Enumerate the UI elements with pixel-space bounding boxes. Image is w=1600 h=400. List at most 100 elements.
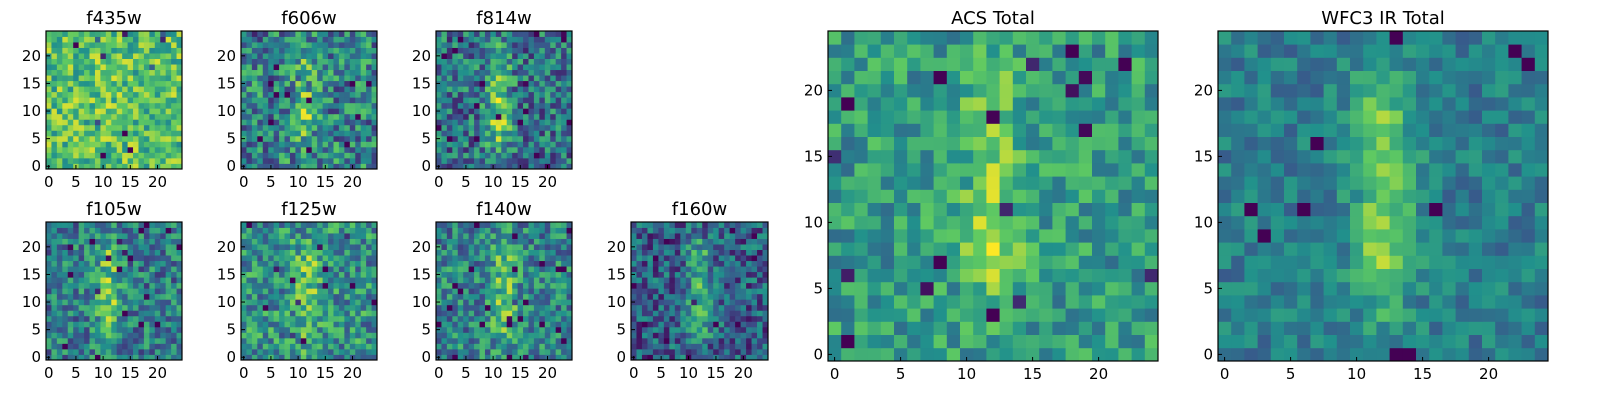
heatmap-cell bbox=[306, 97, 313, 104]
heatmap-cell bbox=[111, 260, 118, 267]
heatmap-cell bbox=[561, 80, 567, 87]
heatmap-cell bbox=[528, 75, 535, 82]
heatmap-cell bbox=[533, 97, 540, 104]
heatmap-cell bbox=[133, 260, 139, 267]
heatmap-cell bbox=[663, 244, 670, 250]
heatmap-cell bbox=[344, 266, 351, 273]
heatmap-cell bbox=[338, 348, 345, 355]
heatmap-cell bbox=[279, 86, 285, 93]
heatmap-cell bbox=[867, 308, 882, 322]
heatmap-cell bbox=[495, 47, 502, 54]
heatmap-cell bbox=[328, 113, 334, 120]
heatmap-cell bbox=[523, 343, 529, 350]
heatmap-cell bbox=[960, 347, 974, 362]
heatmap-cell bbox=[149, 332, 156, 339]
heatmap-cell bbox=[333, 130, 340, 137]
heatmap-cell bbox=[561, 244, 567, 250]
heatmap-cell bbox=[138, 244, 145, 250]
heatmap-cell bbox=[652, 233, 659, 239]
heatmap-cell bbox=[171, 42, 177, 48]
heatmap-cell bbox=[528, 282, 535, 289]
heatmap-cell bbox=[533, 255, 540, 262]
heatmap-cell bbox=[441, 53, 448, 59]
heatmap-cell bbox=[360, 108, 367, 115]
heatmap-cell bbox=[724, 233, 731, 239]
heatmap-cell bbox=[685, 337, 692, 344]
heatmap-cell bbox=[669, 321, 676, 328]
heatmap-cell bbox=[652, 310, 659, 317]
heatmap-cell bbox=[528, 157, 535, 164]
heatmap-cell bbox=[647, 260, 654, 267]
heatmap-cell bbox=[355, 293, 362, 300]
heatmap-cell bbox=[566, 113, 573, 120]
heatmap-cell bbox=[1078, 242, 1093, 256]
heatmap-cell bbox=[746, 304, 752, 311]
heatmap-cell bbox=[349, 326, 356, 333]
heatmap-cell bbox=[154, 244, 161, 250]
heatmap-cell bbox=[474, 53, 480, 59]
heatmap-cell bbox=[702, 260, 709, 267]
heatmap-cell bbox=[317, 288, 323, 295]
heatmap-cell bbox=[122, 348, 128, 355]
heatmap-cell bbox=[300, 36, 307, 43]
heatmap-cell bbox=[960, 149, 974, 164]
heatmap-cell bbox=[171, 130, 177, 137]
heatmap-cell bbox=[1118, 321, 1132, 335]
heatmap-cell bbox=[317, 222, 323, 228]
heatmap-cell bbox=[631, 310, 637, 317]
heatmap-cell bbox=[262, 310, 269, 317]
heatmap-cell bbox=[366, 348, 372, 355]
heatmap-cell bbox=[84, 80, 90, 87]
heatmap-cell bbox=[138, 108, 145, 115]
heatmap-cell bbox=[338, 299, 345, 306]
heatmap-cell bbox=[724, 238, 731, 245]
heatmap-cell bbox=[171, 310, 177, 317]
heatmap-cell bbox=[729, 293, 736, 300]
heatmap-cell bbox=[501, 244, 508, 250]
heatmap-cell bbox=[920, 136, 934, 151]
heatmap-cell bbox=[289, 337, 296, 344]
heatmap-cell bbox=[279, 343, 285, 350]
heatmap-cell bbox=[295, 244, 302, 250]
heatmap-cell bbox=[94, 86, 101, 93]
heatmap-cell bbox=[1039, 334, 1053, 349]
heatmap-cell bbox=[349, 141, 356, 148]
heatmap-cell bbox=[241, 130, 247, 137]
heatmap-cell bbox=[317, 91, 323, 98]
heatmap-cell bbox=[251, 255, 258, 262]
heatmap-cell bbox=[740, 271, 747, 278]
heatmap-cell bbox=[707, 288, 714, 295]
heatmap-cell bbox=[355, 135, 362, 142]
heatmap-cell bbox=[495, 36, 502, 43]
heatmap-cell bbox=[317, 102, 323, 109]
heatmap-cell bbox=[550, 348, 557, 355]
heatmap-cell bbox=[289, 102, 296, 109]
heatmap-cell bbox=[165, 304, 172, 311]
heatmap-cell bbox=[457, 31, 464, 37]
heatmap-cell bbox=[165, 266, 172, 273]
heatmap-cell bbox=[463, 36, 470, 43]
heatmap-cell bbox=[127, 277, 134, 284]
heatmap-cell bbox=[946, 176, 961, 190]
heatmap-cell bbox=[246, 260, 253, 267]
heatmap-cell bbox=[127, 53, 134, 59]
heatmap-cell bbox=[762, 293, 769, 300]
heatmap-cell bbox=[67, 227, 74, 234]
heatmap-cell bbox=[495, 249, 502, 256]
heatmap-cell bbox=[854, 268, 868, 283]
heatmap-cell bbox=[165, 260, 172, 267]
heatmap-cell bbox=[501, 75, 508, 82]
heatmap-cell bbox=[241, 304, 247, 311]
heatmap-cell bbox=[828, 123, 842, 137]
heatmap-cell bbox=[317, 47, 323, 54]
panel-title: f435w bbox=[86, 8, 141, 29]
heatmap-cell bbox=[841, 347, 855, 362]
heatmap-cell bbox=[311, 64, 318, 71]
heatmap-cell bbox=[566, 75, 573, 82]
heatmap-cell bbox=[702, 282, 709, 289]
heatmap-cell bbox=[446, 348, 453, 355]
heatmap-cell bbox=[523, 102, 529, 109]
heatmap-cell bbox=[495, 282, 502, 289]
heatmap-cell bbox=[685, 260, 692, 267]
heatmap-cell bbox=[289, 124, 296, 131]
